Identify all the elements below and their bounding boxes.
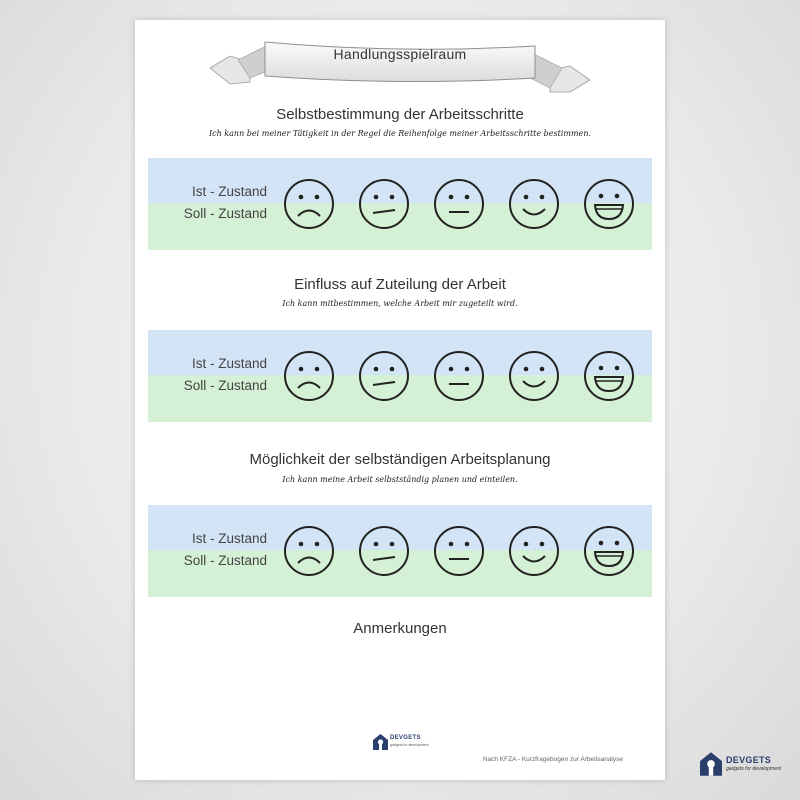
smile-face-icon[interactable] xyxy=(508,178,560,230)
ist-zustand-label: Ist - Zustand xyxy=(191,356,267,371)
soll-zustand-label: Soll - Zustand xyxy=(183,553,267,568)
logo-name: DEVGETS xyxy=(390,735,421,741)
sad-face-icon[interactable] xyxy=(283,350,335,402)
source-note: Nach KFZA - Kurzfragebogen zur Arbeitsan… xyxy=(482,756,623,763)
logo-tagline: gadgets for development xyxy=(726,766,782,772)
ist-zustand-label: Ist - Zustand xyxy=(191,531,267,546)
sad-face-icon[interactable] xyxy=(283,178,335,230)
section-3-subtitle: Ich kann meine Arbeit selbstständig plan… xyxy=(282,475,518,484)
devgets-logo: DEVGETS gadgets for development xyxy=(373,734,431,752)
house-icon xyxy=(373,734,388,750)
section-3-title: Möglichkeit der selbständigen Arbeitspla… xyxy=(249,451,551,468)
smile-face-icon[interactable] xyxy=(508,350,560,402)
rating-row-1: Ist - Zustand Soll - Zustand xyxy=(148,158,652,250)
grin-face-icon[interactable] xyxy=(583,525,635,577)
section-1-subtitle: Ich kann bei meiner Tätigkeit in der Reg… xyxy=(208,129,592,138)
page-title: Handlungsspielraum xyxy=(333,46,467,62)
neutral-face-icon[interactable] xyxy=(433,350,485,402)
rating-row-3: Ist - Zustand Soll - Zustand xyxy=(148,505,652,597)
slightly-sad-face-icon[interactable] xyxy=(358,350,410,402)
logo-tagline: gadgets for development xyxy=(390,743,429,747)
house-icon xyxy=(700,752,722,776)
grin-face-icon[interactable] xyxy=(583,178,635,230)
rating-row-2: Ist - Zustand Soll - Zustand xyxy=(148,330,652,422)
soll-zustand-label: Soll - Zustand xyxy=(183,378,267,393)
neutral-face-icon[interactable] xyxy=(433,525,485,577)
section-2-subtitle: Ich kann mitbestimmen, welche Arbeit mir… xyxy=(282,299,518,308)
ribbon-banner xyxy=(210,41,590,93)
neutral-face-icon[interactable] xyxy=(433,178,485,230)
section-2-title: Einfluss auf Zuteilung der Arbeit xyxy=(294,276,506,293)
ist-zustand-label: Ist - Zustand xyxy=(191,184,267,199)
sad-face-icon[interactable] xyxy=(283,525,335,577)
section-1-title: Selbstbestimmung der Arbeitsschritte xyxy=(276,106,524,123)
devgets-corner-logo: DEVGETS gadgets for development xyxy=(700,752,782,776)
smile-face-icon[interactable] xyxy=(508,525,560,577)
notes-heading: Anmerkungen xyxy=(353,620,447,637)
soll-zustand-label: Soll - Zustand xyxy=(183,206,267,221)
slightly-sad-face-icon[interactable] xyxy=(358,525,410,577)
logo-name: DEVGETS xyxy=(726,755,772,765)
grin-face-icon[interactable] xyxy=(583,350,635,402)
slightly-sad-face-icon[interactable] xyxy=(358,178,410,230)
worksheet-page: Handlungsspielraum Selbstbestimmung der … xyxy=(135,20,665,780)
